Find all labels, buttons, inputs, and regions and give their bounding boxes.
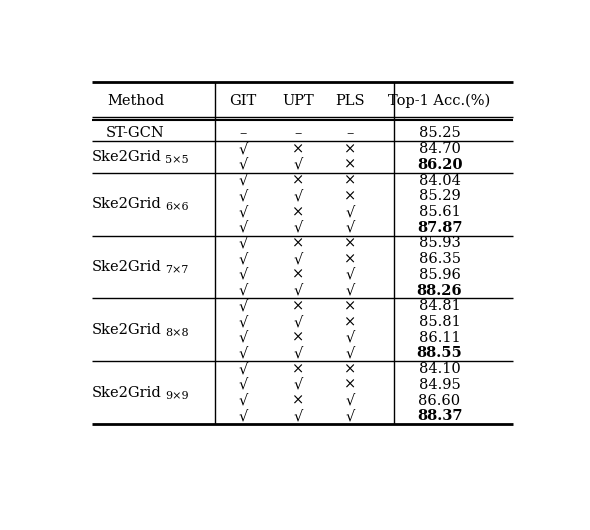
Text: √: √ — [238, 347, 248, 360]
Text: √: √ — [238, 189, 248, 204]
Text: √: √ — [238, 142, 248, 156]
Text: ×: × — [291, 362, 304, 376]
Text: √: √ — [238, 394, 248, 408]
Text: 85.29: 85.29 — [419, 189, 460, 204]
Text: –: – — [240, 127, 247, 140]
Text: ×: × — [344, 142, 356, 156]
Text: √: √ — [238, 378, 248, 392]
Text: 84.70: 84.70 — [419, 142, 460, 156]
Text: 85.96: 85.96 — [419, 268, 460, 282]
Text: √: √ — [346, 409, 355, 423]
Text: √: √ — [238, 268, 248, 282]
Text: √: √ — [238, 221, 248, 235]
Text: 85.25: 85.25 — [419, 127, 460, 140]
Text: √: √ — [293, 409, 303, 423]
Text: 88.37: 88.37 — [417, 409, 463, 423]
Text: 9×9: 9×9 — [165, 391, 189, 401]
Text: ×: × — [344, 189, 356, 204]
Text: √: √ — [293, 284, 303, 298]
Text: √: √ — [293, 378, 303, 392]
Text: –: – — [294, 127, 301, 140]
Text: ×: × — [344, 236, 356, 251]
Text: ×: × — [291, 205, 304, 219]
Text: √: √ — [238, 315, 248, 329]
Text: GIT: GIT — [230, 94, 257, 108]
Text: Ske2Grid: Ske2Grid — [91, 323, 161, 337]
Text: √: √ — [346, 284, 355, 298]
Text: 84.10: 84.10 — [419, 362, 460, 376]
Text: –: – — [347, 127, 354, 140]
Text: 5×5: 5×5 — [165, 155, 189, 165]
Text: √: √ — [293, 189, 303, 204]
Text: 88.26: 88.26 — [417, 284, 463, 298]
Text: 86.60: 86.60 — [418, 394, 461, 408]
Text: Ske2Grid: Ske2Grid — [91, 386, 161, 400]
Text: √: √ — [346, 205, 355, 219]
Text: √: √ — [238, 174, 248, 188]
Text: ×: × — [291, 299, 304, 313]
Text: 85.61: 85.61 — [419, 205, 460, 219]
Text: Method: Method — [107, 94, 164, 108]
Text: √: √ — [346, 394, 355, 408]
Text: 87.87: 87.87 — [417, 221, 463, 235]
Text: 86.35: 86.35 — [418, 252, 461, 266]
Text: Ske2Grid: Ske2Grid — [91, 197, 161, 211]
Text: √: √ — [346, 268, 355, 282]
Text: √: √ — [238, 205, 248, 219]
Text: ×: × — [344, 299, 356, 313]
Text: 84.04: 84.04 — [419, 174, 460, 188]
Text: √: √ — [293, 315, 303, 329]
Text: √: √ — [238, 362, 248, 376]
Text: Ske2Grid: Ske2Grid — [91, 150, 161, 164]
Text: 84.95: 84.95 — [419, 378, 460, 392]
Text: ×: × — [344, 378, 356, 392]
Text: 88.55: 88.55 — [417, 347, 463, 360]
Text: ×: × — [291, 394, 304, 408]
Text: √: √ — [346, 331, 355, 345]
Text: ×: × — [344, 174, 356, 188]
Text: PLS: PLS — [336, 94, 365, 108]
Text: √: √ — [346, 221, 355, 235]
Text: √: √ — [238, 158, 248, 172]
Text: ×: × — [344, 315, 356, 329]
Text: √: √ — [293, 221, 303, 235]
Text: √: √ — [293, 347, 303, 360]
Text: √: √ — [238, 284, 248, 298]
Text: √: √ — [238, 331, 248, 345]
Text: Ske2Grid: Ske2Grid — [91, 260, 161, 274]
Text: ×: × — [344, 362, 356, 376]
Text: 7×7: 7×7 — [165, 266, 189, 275]
Text: 8×8: 8×8 — [165, 328, 189, 338]
Text: √: √ — [238, 409, 248, 423]
Text: ×: × — [291, 174, 304, 188]
Text: √: √ — [293, 158, 303, 172]
Text: 86.11: 86.11 — [419, 331, 460, 345]
Text: ×: × — [291, 331, 304, 345]
Text: 6×6: 6×6 — [165, 202, 189, 213]
Text: 85.81: 85.81 — [419, 315, 460, 329]
Text: 85.93: 85.93 — [419, 236, 460, 251]
Text: √: √ — [238, 236, 248, 251]
Text: ×: × — [291, 268, 304, 282]
Text: √: √ — [293, 252, 303, 266]
Text: ×: × — [291, 236, 304, 251]
Text: √: √ — [238, 252, 248, 266]
Text: ×: × — [344, 158, 356, 172]
Text: Top-1 Acc.(%): Top-1 Acc.(%) — [388, 94, 491, 108]
Text: 84.81: 84.81 — [419, 299, 460, 313]
Text: ×: × — [344, 252, 356, 266]
Text: UPT: UPT — [282, 94, 314, 108]
Text: √: √ — [238, 299, 248, 313]
Text: ×: × — [291, 142, 304, 156]
Text: ST-GCN: ST-GCN — [106, 127, 165, 140]
Text: √: √ — [346, 347, 355, 360]
Text: 86.20: 86.20 — [417, 158, 463, 172]
